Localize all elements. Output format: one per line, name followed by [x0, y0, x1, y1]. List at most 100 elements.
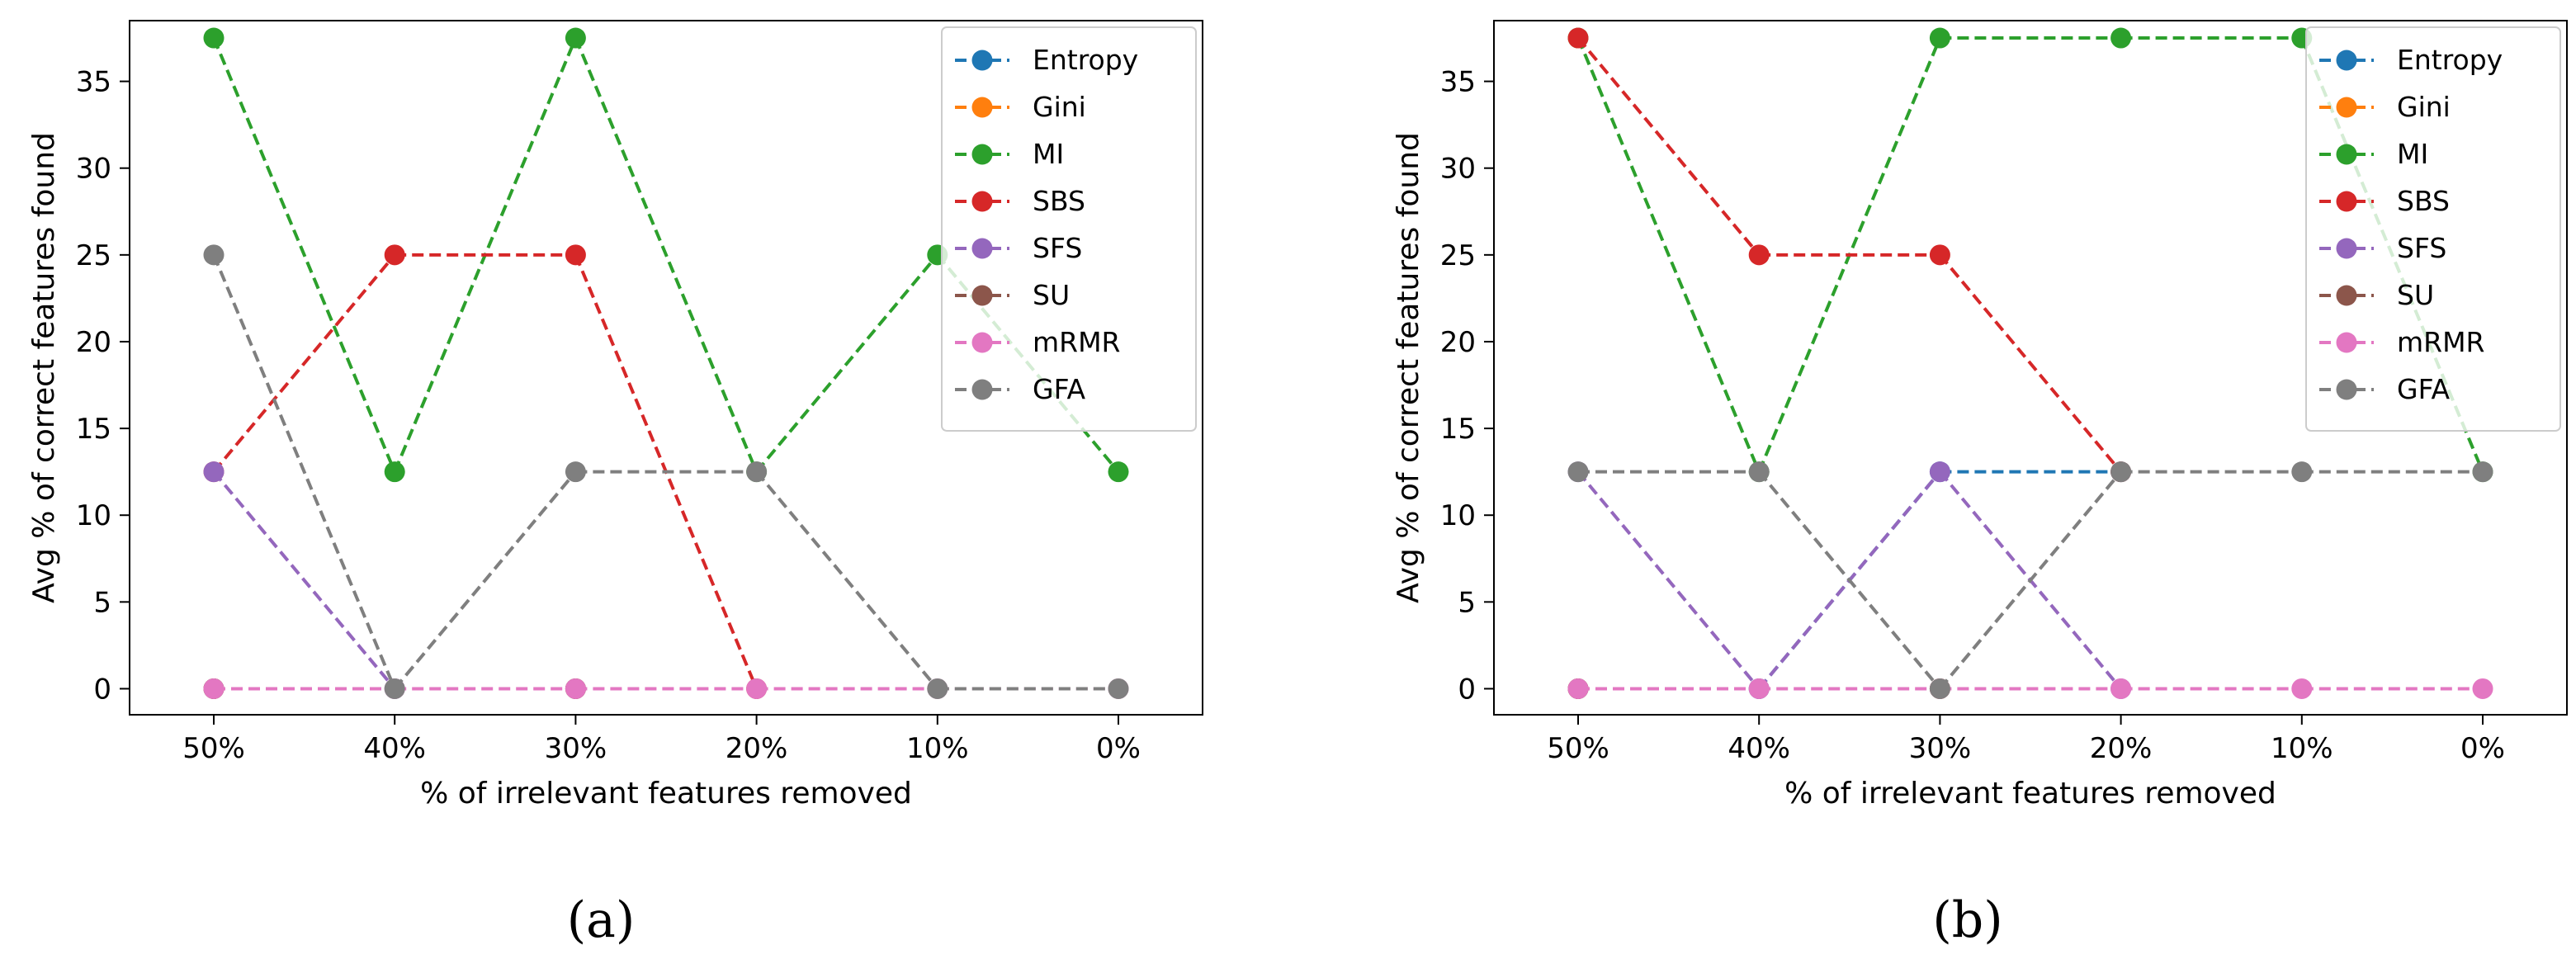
data-point — [1748, 678, 1770, 699]
data-point — [1929, 244, 1950, 266]
panel-caption: (b) — [1932, 891, 2002, 949]
data-point — [565, 461, 586, 483]
legend-marker — [971, 332, 993, 353]
x-axis-title: % of irrelevant features removed — [420, 777, 912, 810]
legend-marker — [971, 191, 993, 212]
legend-label: GFA — [1033, 373, 1086, 405]
data-point — [2110, 27, 2132, 49]
legend-label: mRMR — [1033, 326, 1120, 358]
panel-caption: (a) — [567, 891, 636, 949]
data-point — [203, 244, 225, 266]
y-tick-label: 10 — [1440, 499, 1476, 532]
legend: Entropy Gini MI SBS SFS SU mRMR GFA — [2305, 26, 2561, 432]
y-tick-label: 15 — [76, 413, 111, 446]
data-point — [2110, 678, 2132, 699]
legend-marker — [971, 144, 993, 165]
legend-label: SFS — [1033, 232, 1082, 264]
y-tick-label: 5 — [93, 586, 111, 619]
legend-label: Gini — [2397, 91, 2451, 123]
legend-item: MI — [2319, 138, 2428, 170]
series-segment — [212, 254, 397, 690]
x-tick-label: 40% — [363, 732, 426, 765]
legend-marker — [2336, 50, 2357, 71]
y-tick-label: 15 — [1440, 413, 1476, 446]
y-tick-label: 30 — [1440, 153, 1476, 186]
x-tick-label: 10% — [906, 732, 969, 765]
x-tick-label: 40% — [1728, 732, 1790, 765]
series-mrmr — [1567, 678, 2493, 699]
series-segment — [755, 253, 939, 473]
series-segment — [212, 37, 397, 473]
legend-item: MI — [955, 138, 1064, 170]
x-tick-label: 0% — [1096, 732, 1141, 765]
data-point — [1748, 461, 1770, 483]
data-point — [746, 678, 768, 699]
legend-label: SFS — [2397, 232, 2446, 264]
data-point — [1567, 678, 1589, 699]
data-point — [746, 461, 768, 483]
legend-label: Entropy — [2397, 44, 2503, 76]
legend-marker — [2336, 379, 2357, 400]
chart-panel-b: 0 5 10 15 20 25 30 35 50% 40% 30% 20% 10% 0% % of irre… — [1392, 20, 2568, 949]
legend-marker — [2336, 285, 2357, 306]
data-point — [384, 461, 405, 483]
data-point — [1567, 461, 1589, 483]
series-sfs — [203, 461, 405, 699]
data-point — [1108, 461, 1129, 483]
legend-box — [941, 26, 1197, 432]
x-tick-label: 30% — [1909, 732, 1972, 765]
data-point — [2472, 461, 2493, 483]
x-tick-label: 20% — [2090, 732, 2153, 765]
legend-item: Entropy — [2319, 44, 2503, 76]
legend-marker — [971, 97, 993, 118]
series-segment — [212, 253, 396, 473]
legend-marker — [971, 379, 993, 400]
legend-item: SFS — [2319, 232, 2446, 264]
legend-label: SU — [1033, 279, 1070, 311]
series-segment — [574, 37, 759, 473]
data-point — [565, 678, 586, 699]
data-point — [384, 244, 405, 266]
legend-label: mRMR — [2397, 326, 2484, 358]
x-axis-title: % of irrelevant features removed — [1784, 777, 2276, 810]
series-segment — [393, 470, 577, 690]
legend-marker — [2336, 238, 2357, 259]
legend-item: SBS — [2319, 185, 2450, 217]
data-point — [1748, 244, 1770, 266]
legend-label: MI — [2397, 138, 2428, 170]
y-tick-label: 20 — [76, 326, 111, 359]
data-point — [203, 461, 225, 483]
legend-item: mRMR — [955, 326, 1120, 358]
y-axis-title: Avg % of correct features found — [1392, 132, 1425, 603]
data-point — [2110, 461, 2132, 483]
data-point — [1929, 27, 1950, 49]
data-point — [2291, 678, 2313, 699]
legend-marker — [971, 285, 993, 306]
series-segment — [755, 470, 939, 690]
legend-label: Entropy — [1033, 44, 1138, 76]
legend-marker — [2336, 97, 2357, 118]
y-tick-label: 30 — [76, 153, 111, 186]
y-tick-label: 0 — [93, 673, 111, 706]
data-point — [927, 678, 948, 699]
x-tick-label: 0% — [2460, 732, 2505, 765]
data-point — [565, 27, 586, 49]
series-segment — [1938, 470, 2123, 690]
x-tick-label: 50% — [182, 732, 245, 765]
series-gfa — [203, 244, 1129, 699]
legend-item: GFA — [955, 373, 1086, 405]
legend-label: SBS — [1033, 185, 1085, 217]
legend-label: Gini — [1033, 91, 1086, 123]
y-tick-label: 35 — [76, 66, 111, 99]
legend-item: GFA — [2319, 373, 2451, 405]
legend-item: SU — [955, 279, 1070, 311]
legend-item: SU — [2319, 279, 2434, 311]
legend-item: mRMR — [2319, 326, 2484, 358]
legend-box — [2305, 26, 2561, 432]
data-point — [1929, 678, 1950, 699]
series-segment — [1757, 470, 1941, 690]
x-tick-label: 50% — [1547, 732, 1609, 765]
series-segment — [1576, 470, 1761, 690]
x-tick-label: 10% — [2271, 732, 2333, 765]
series-segment — [212, 470, 396, 690]
